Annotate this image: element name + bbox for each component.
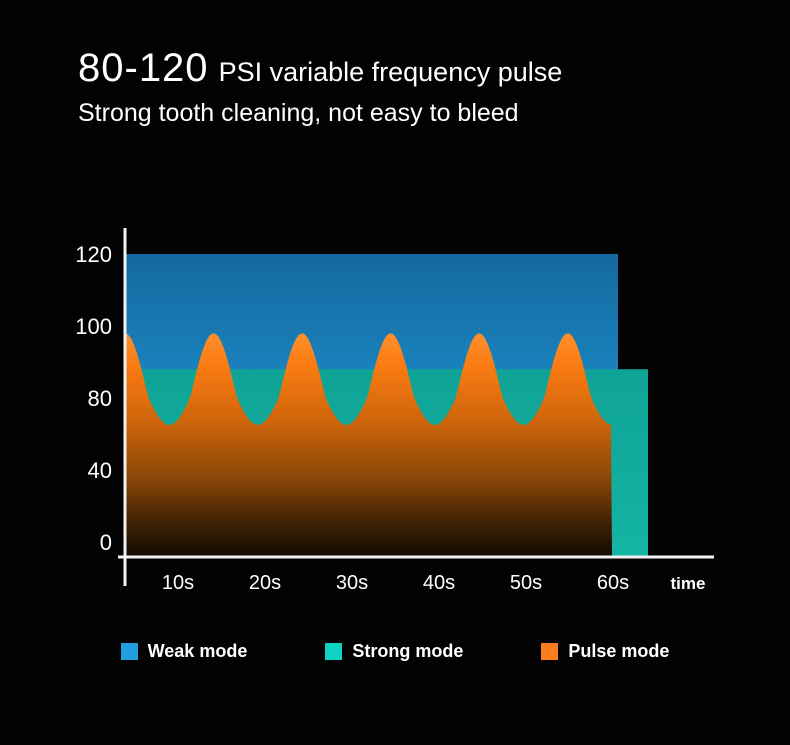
title-rest-text: PSI variable frequency pulse — [218, 57, 563, 87]
page-title: 80-120 PSI variable frequency pulse — [78, 46, 562, 91]
title-block: 80-120 PSI variable frequency pulse Stro… — [78, 46, 562, 128]
strong-mode-label: Strong mode — [352, 641, 464, 661]
pulse-mode-wave — [125, 333, 612, 557]
subtitle: Strong tooth cleaning, not easy to bleed — [78, 99, 519, 127]
x-tick-label: 50s — [510, 572, 542, 594]
strong-mode-swatch — [325, 643, 343, 660]
psi-range-text: 80-120 — [78, 46, 209, 90]
x-tick-label: 40s — [423, 572, 455, 594]
pulse-mode-label: Pulse mode — [568, 641, 670, 661]
y-tick-label: 0 — [100, 530, 112, 555]
y-tick-label: 100 — [75, 314, 112, 339]
legend-item-weak: Weak mode — [120, 641, 248, 662]
x-tick-label: 20s — [249, 572, 281, 594]
y-tick-label: 80 — [88, 386, 112, 411]
x-tick-label: 10s — [162, 572, 194, 594]
y-tick-label: 40 — [88, 458, 112, 483]
legend-item-strong: Strong mode — [325, 641, 463, 662]
pulse-mode-swatch — [541, 643, 559, 660]
x-tick-label: 30s — [336, 572, 368, 594]
x-tick-label: 60s — [597, 572, 629, 594]
weak-mode-label: Weak mode — [147, 641, 248, 661]
time-axis-label: time — [671, 574, 706, 593]
weak-mode-swatch — [120, 643, 138, 660]
legend: Weak mode Strong mode Pulse mode — [0, 641, 790, 662]
y-tick-label: 120 — [75, 242, 112, 267]
legend-item-pulse: Pulse mode — [541, 641, 669, 662]
